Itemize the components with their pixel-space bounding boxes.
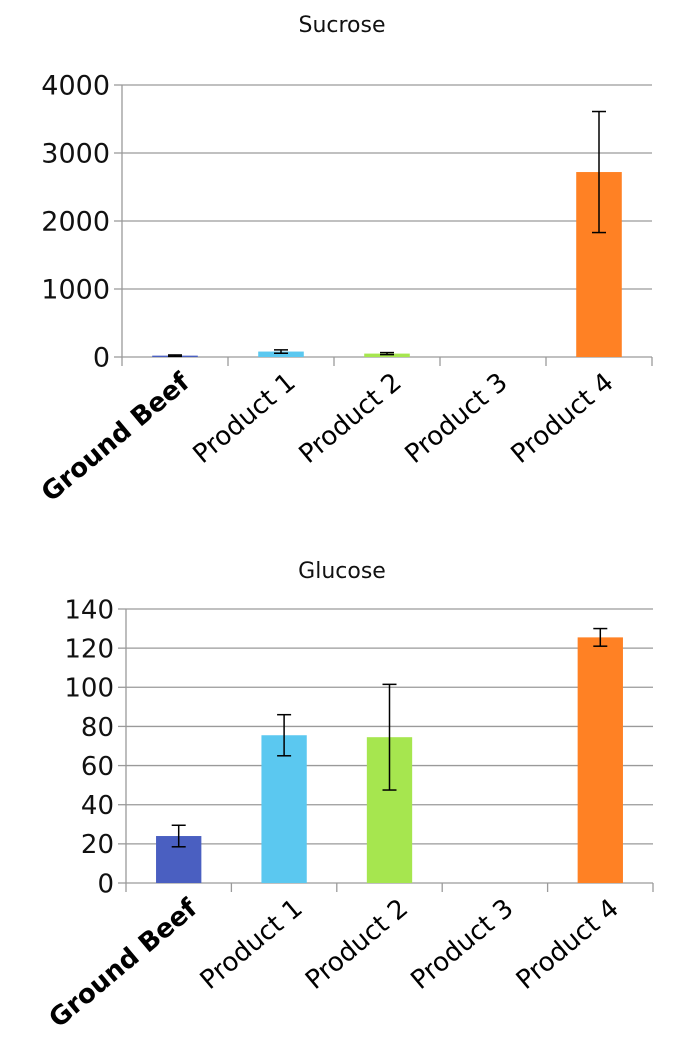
y-tick-label: 40: [81, 791, 114, 821]
y-tick-label: 3000: [41, 139, 110, 170]
sucrose-chart: Sucrose 0 1000 2000 3000 4000 Ground Beef Produ…: [36, 13, 653, 508]
chart-title: Glucose: [298, 559, 386, 584]
x-category-label: Product 2: [300, 893, 414, 995]
y-tick-label: 0: [93, 343, 110, 374]
x-category-label: Product 3: [405, 893, 519, 995]
x-category-label: Ground Beef: [44, 893, 204, 1034]
x-category-label: Product 2: [294, 367, 408, 469]
chart-title: Sucrose: [298, 13, 385, 38]
y-tick-label: 20: [81, 830, 114, 860]
y-tick-label: 60: [81, 752, 114, 782]
y-tick-label: 2000: [41, 207, 110, 238]
x-category-label: Product 1: [195, 893, 309, 995]
x-category-label: Product 4: [511, 893, 625, 995]
bar-product-1: [258, 351, 304, 357]
y-tick-label: 1000: [41, 275, 110, 306]
y-tick-label: 4000: [41, 71, 110, 102]
x-category-label: Product 3: [400, 367, 514, 469]
y-tick-label: 0: [97, 869, 114, 899]
y-tick-label: 140: [64, 595, 114, 625]
x-category-label: Product 4: [506, 367, 620, 469]
y-tick-label: 120: [64, 635, 114, 665]
glucose-chart: Glucose 0 20 40 60 80 100 120 140 Ground Beef Prod…: [0, 548, 684, 1050]
x-category-label: Ground Beef: [36, 367, 196, 508]
y-tick-label: 100: [64, 674, 114, 704]
y-tick-label: 80: [81, 713, 114, 743]
x-category-label: Product 1: [188, 367, 302, 469]
bar-product-4: [577, 637, 623, 883]
bar-product-1: [261, 735, 307, 883]
